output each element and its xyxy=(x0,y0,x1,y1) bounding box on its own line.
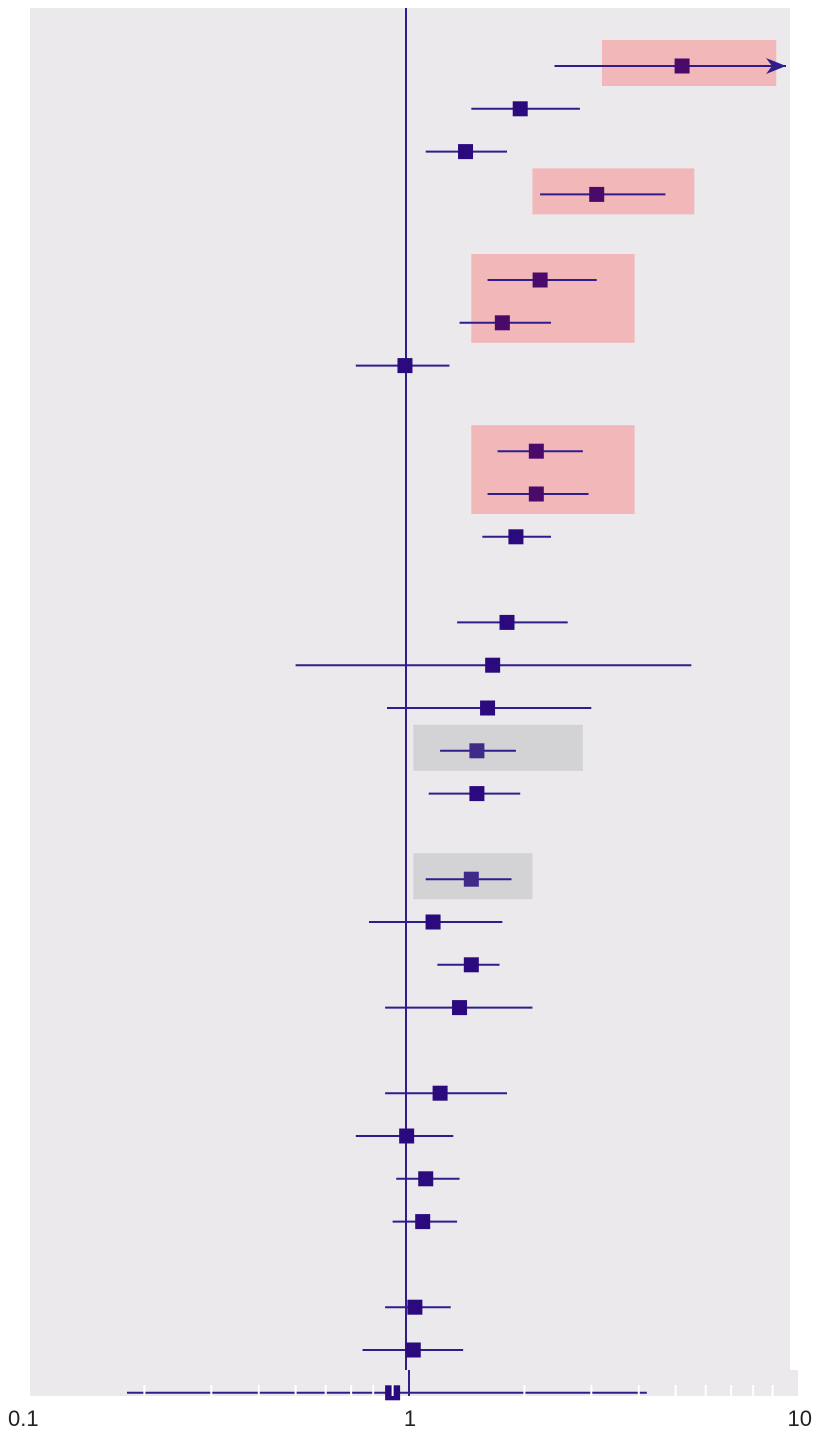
estimate-row-10 xyxy=(497,443,583,459)
estimate-row-18 xyxy=(428,786,521,802)
point-estimate-marker xyxy=(469,743,485,759)
estimate-row-30 xyxy=(385,1299,451,1315)
highlight-box-red-4 xyxy=(471,425,635,514)
estimate-row-11 xyxy=(487,486,589,502)
point-estimate-marker xyxy=(425,914,441,930)
point-estimate-marker xyxy=(399,1128,415,1144)
estimate-row-14 xyxy=(457,614,568,630)
estimate-row-17 xyxy=(440,743,516,759)
estimate-row-21 xyxy=(368,914,503,930)
estimate-row-4 xyxy=(540,186,666,202)
estimate-row-7 xyxy=(459,315,552,331)
estimate-row-12 xyxy=(482,529,552,545)
estimate-row-28 xyxy=(392,1214,458,1230)
estimate-row-22 xyxy=(437,957,500,973)
estimate-row-2 xyxy=(471,101,580,117)
point-estimate-marker xyxy=(528,443,544,459)
highlight-box-red-2 xyxy=(532,168,695,215)
x-tick-label: 10 xyxy=(788,1406,812,1431)
point-estimate-marker xyxy=(432,1085,448,1101)
point-estimate-marker xyxy=(463,871,479,887)
point-estimate-marker xyxy=(494,315,510,331)
point-estimate-marker xyxy=(485,657,501,673)
point-estimate-marker xyxy=(532,272,548,288)
point-estimate-marker xyxy=(469,786,485,802)
point-estimate-marker xyxy=(589,186,605,202)
x-tick-label: 1 xyxy=(404,1406,416,1431)
estimate-row-16 xyxy=(387,700,592,716)
point-estimate-marker xyxy=(458,144,474,160)
point-estimate-marker xyxy=(480,700,496,716)
estimate-row-20 xyxy=(425,871,512,887)
point-estimate-marker xyxy=(405,1342,421,1358)
highlight-box-grey-5 xyxy=(413,724,583,771)
estimate-row-26 xyxy=(355,1128,454,1144)
estimate-row-8 xyxy=(355,358,450,374)
point-estimate-marker xyxy=(452,1000,468,1016)
estimate-row-31 xyxy=(362,1342,464,1358)
estimate-row-3 xyxy=(425,144,508,160)
estimate-row-27 xyxy=(396,1171,460,1187)
axis-strip xyxy=(30,1370,798,1396)
point-estimate-marker xyxy=(528,486,544,502)
point-estimate-marker xyxy=(418,1171,434,1187)
estimate-rows xyxy=(127,58,786,1401)
estimate-row-25 xyxy=(385,1085,508,1101)
estimate-row-1 xyxy=(554,58,786,74)
ci-truncation-arrow xyxy=(766,58,786,74)
point-estimate-marker xyxy=(508,529,524,545)
point-estimate-marker xyxy=(499,614,515,630)
point-estimate-marker xyxy=(397,358,413,374)
estimate-row-6 xyxy=(487,272,597,288)
x-tick-label: 0.1 xyxy=(8,1406,39,1431)
estimate-row-15 xyxy=(295,657,692,673)
point-estimate-marker xyxy=(512,101,528,117)
point-estimate-marker xyxy=(463,957,479,973)
point-estimate-marker xyxy=(407,1299,423,1315)
x-axis: 0.1 1 10 xyxy=(8,1370,812,1431)
point-estimate-marker xyxy=(415,1214,431,1230)
point-estimate-marker xyxy=(674,58,690,74)
estimate-row-23 xyxy=(385,1000,533,1016)
